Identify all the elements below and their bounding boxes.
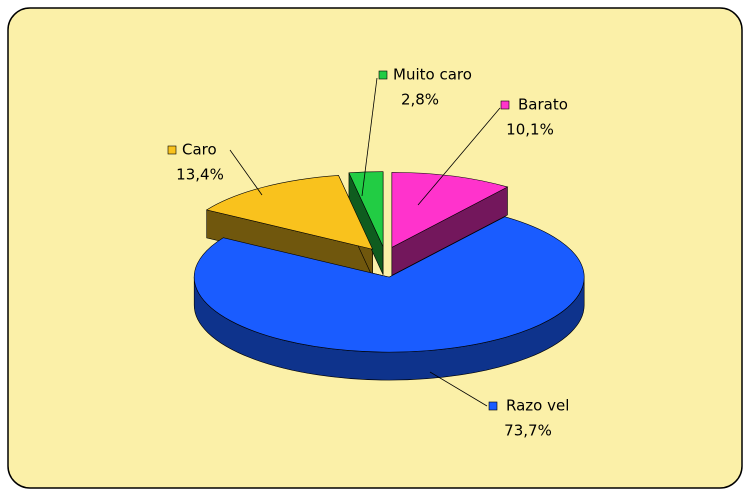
slice-label: Razo vel (506, 397, 569, 415)
leader-line (361, 77, 378, 197)
legend-swatch (500, 100, 510, 110)
slice (348, 171, 384, 247)
slice-label: Caro (182, 141, 217, 159)
slice-label: Muito caro (393, 66, 472, 84)
value-label: 10,1% (506, 121, 554, 139)
legend-swatch (488, 401, 498, 411)
leader-line (417, 107, 501, 206)
leader-line (229, 149, 263, 196)
legend-swatch (378, 70, 388, 80)
pie-labels: Barato 10,1% Razo vel 73,7% Caro 13,4% Muito c… (167, 66, 569, 440)
slice (391, 172, 509, 248)
legend-swatch (167, 145, 177, 155)
value-label: 73,7% (504, 422, 552, 440)
slice (205, 175, 374, 250)
leader-line (429, 371, 488, 407)
slice-label: Barato (518, 96, 568, 114)
value-label: 2,8% (401, 91, 439, 109)
value-label: 13,4% (176, 166, 224, 184)
slice (193, 216, 585, 353)
pie-tops (193, 171, 585, 353)
